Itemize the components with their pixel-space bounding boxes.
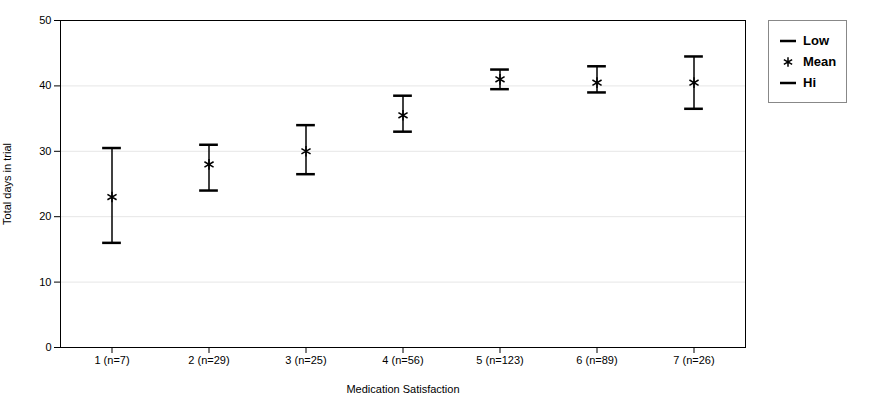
svg-text:0: 0: [45, 341, 51, 353]
svg-text:2 (n=29): 2 (n=29): [188, 354, 229, 366]
svg-text:40: 40: [39, 79, 51, 91]
svg-text:5 (n=123): 5 (n=123): [476, 354, 523, 366]
svg-text:3 (n=25): 3 (n=25): [285, 354, 326, 366]
svg-text:10: 10: [39, 276, 51, 288]
svg-text:7 (n=26): 7 (n=26): [673, 354, 714, 366]
svg-text:4 (n=56): 4 (n=56): [382, 354, 423, 366]
svg-text:6 (n=89): 6 (n=89): [576, 354, 617, 366]
html-text:Low: Low: [803, 33, 829, 48]
svg-text:Medication Satisfaction: Medication Satisfaction: [346, 383, 459, 395]
svg-text:50: 50: [39, 14, 51, 26]
svg-text:20: 20: [39, 210, 51, 222]
html-text:Mean: Mean: [803, 54, 837, 69]
svg-text:Total days in trial: Total days in trial: [1, 143, 13, 225]
html-text:Hi: Hi: [803, 75, 816, 90]
svg-text:1 (n=7): 1 (n=7): [94, 354, 129, 366]
svg-text:30: 30: [39, 145, 51, 157]
